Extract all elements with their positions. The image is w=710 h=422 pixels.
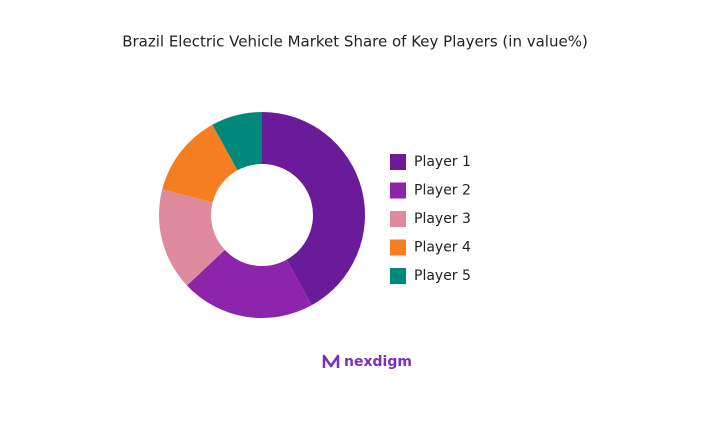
legend-label: Player 1 bbox=[414, 154, 471, 170]
donut-slice bbox=[158, 189, 225, 286]
legend-label: Player 3 bbox=[414, 211, 471, 227]
chart-title: Brazil Electric Vehicle Market Share of … bbox=[122, 33, 588, 51]
legend-swatch bbox=[390, 239, 406, 256]
legend-swatch bbox=[390, 211, 406, 227]
donut-slice bbox=[162, 124, 238, 203]
donut-slice bbox=[186, 249, 312, 318]
brand-icon bbox=[322, 354, 340, 368]
donut-slice bbox=[262, 112, 365, 306]
legend-label: Player 5 bbox=[414, 268, 471, 284]
legend-swatch bbox=[390, 154, 406, 170]
donut-slice bbox=[212, 112, 262, 171]
legend-label: Player 2 bbox=[414, 183, 471, 199]
brand-name: nexdigm bbox=[344, 354, 412, 370]
legend-label: Player 4 bbox=[414, 240, 471, 256]
legend-swatch bbox=[390, 268, 406, 284]
legend-swatch bbox=[390, 182, 406, 199]
brand-logo: nexdigm bbox=[322, 354, 412, 370]
